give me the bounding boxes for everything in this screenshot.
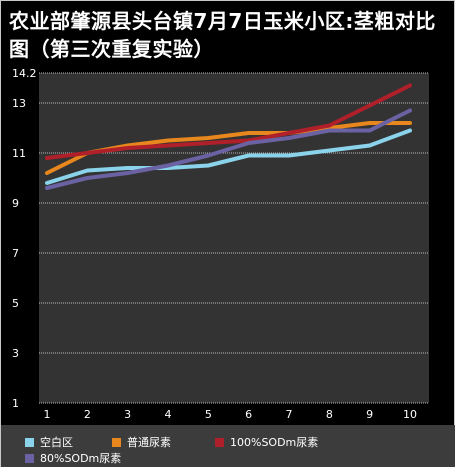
series-line-3 xyxy=(45,83,412,160)
plot-area xyxy=(39,73,429,403)
y-tick-label: 1 xyxy=(12,397,19,410)
legend-swatch xyxy=(25,437,34,447)
legend-swatch xyxy=(112,437,121,447)
legend-item: 80%SODm尿素 xyxy=(25,450,121,466)
y-tick-label: 13 xyxy=(12,97,26,110)
y-tick-label: 11 xyxy=(12,147,26,160)
legend-label: 100%SODm尿素 xyxy=(230,436,319,449)
legend: 空白区 普通尿素 100%SODm尿素 80%SODm尿素 xyxy=(1,425,455,467)
legend-item: 空白区 xyxy=(25,434,73,450)
chart-title: 农业部肇源县头台镇7月7日玉米小区:茎粗对比图（第三次重复实验） xyxy=(9,9,436,61)
x-tick-label: 3 xyxy=(124,408,131,421)
series-line-4 xyxy=(45,108,412,190)
x-tick-label: 8 xyxy=(326,408,333,421)
x-tick-label: 6 xyxy=(245,408,252,421)
y-tick-label: 9 xyxy=(12,197,19,210)
legend-item: 100%SODm尿素 xyxy=(215,434,318,450)
y-tick-label: 5 xyxy=(12,297,19,310)
legend-label: 80%SODm尿素 xyxy=(40,452,122,465)
x-tick-label: 4 xyxy=(165,408,172,421)
x-tick-label: 5 xyxy=(205,408,212,421)
legend-label: 普通尿素 xyxy=(127,436,171,449)
y-tick-label: 14.2 xyxy=(12,67,37,80)
x-tick-label: 10 xyxy=(403,408,417,421)
legend-label: 空白区 xyxy=(40,436,73,449)
x-tick-label: 1 xyxy=(44,408,51,421)
legend-swatch xyxy=(215,437,224,447)
legend-swatch xyxy=(25,453,34,463)
y-tick-label: 3 xyxy=(12,347,19,360)
x-tick-label: 7 xyxy=(286,408,293,421)
x-tick-label: 9 xyxy=(366,408,373,421)
legend-item: 普通尿素 xyxy=(112,434,171,450)
x-tick-label: 2 xyxy=(84,408,91,421)
series-line-1 xyxy=(45,128,412,185)
y-tick-label: 7 xyxy=(12,247,19,260)
